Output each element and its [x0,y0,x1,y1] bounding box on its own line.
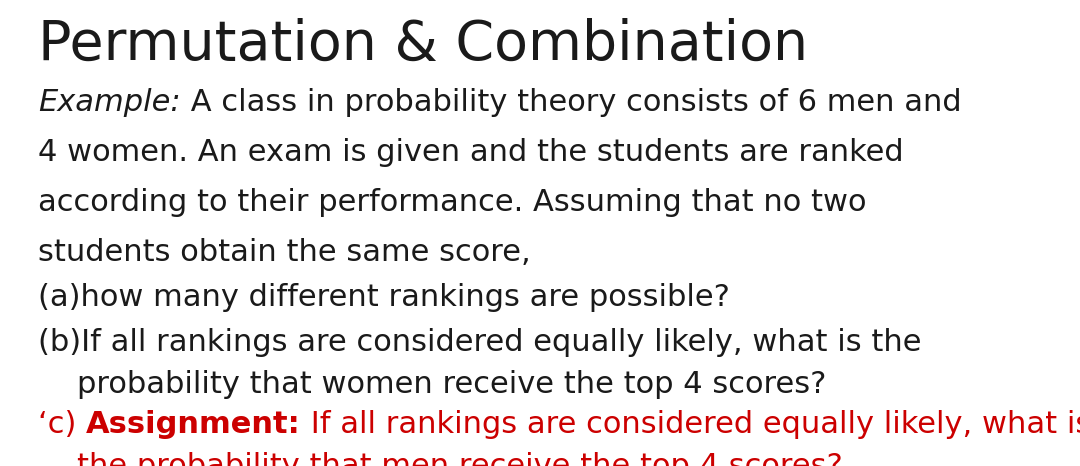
Text: probability that women receive the top 4 scores?: probability that women receive the top 4… [38,370,826,399]
Text: the probability that men receive the top 4 scores?: the probability that men receive the top… [38,452,842,466]
Text: 4 women. An exam is given and the students are ranked: 4 women. An exam is given and the studen… [38,138,904,167]
Text: Assignment:: Assignment: [86,410,301,439]
Text: (b)If all rankings are considered equally likely, what is the: (b)If all rankings are considered equall… [38,328,921,357]
Text: Permutation & Combination: Permutation & Combination [38,18,808,72]
Text: ‘c): ‘c) [38,410,86,439]
Text: (a)how many different rankings are possible?: (a)how many different rankings are possi… [38,283,730,312]
Text: If all rankings are considered equally likely, what is: If all rankings are considered equally l… [301,410,1080,439]
Text: Example:: Example: [38,88,180,117]
Text: A class in probability theory consists of 6 men and: A class in probability theory consists o… [180,88,961,117]
Text: according to their performance. Assuming that no two: according to their performance. Assuming… [38,188,866,217]
Text: students obtain the same score,: students obtain the same score, [38,238,530,267]
